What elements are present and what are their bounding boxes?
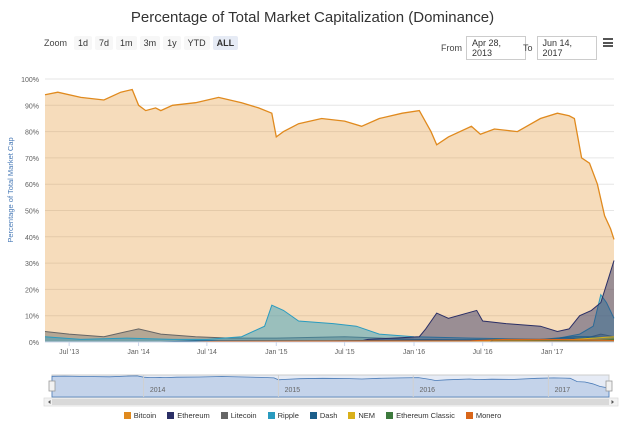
navigator-right-handle[interactable]: [605, 380, 613, 392]
series-ethereum[interactable]: [45, 260, 615, 343]
legend-item-ethereum-classic[interactable]: Ethereum Classic: [386, 411, 455, 420]
legend-label: Ethereum Classic: [396, 411, 455, 420]
legend-item-dash[interactable]: Dash: [309, 411, 338, 420]
legend-swatch: [167, 412, 175, 419]
legend-swatch: [220, 412, 228, 419]
series-areas: [44, 88, 615, 343]
navigator-left-handle[interactable]: [48, 380, 56, 392]
zoom-button-1d[interactable]: 1d: [74, 36, 93, 50]
series-line-litecoin: [44, 328, 615, 341]
legend-item-nem[interactable]: NEM: [348, 411, 375, 420]
x-axis: Jul '13 Jan '14 Jul '14 Jan '15 Jul '15 Jan '…: [45, 341, 614, 356]
page-title: Percentage of Total Market Capitalizatio…: [130, 9, 495, 26]
navigator-tick-label: 2015: [285, 387, 301, 394]
grid-lines: [45, 78, 614, 343]
y-axis-label: Percentage of Total Market Cap: [6, 137, 15, 242]
legend-swatch: [267, 412, 275, 419]
hamburger-menu-icon[interactable]: [603, 38, 613, 47]
y-tick-label: 20%: [25, 287, 39, 294]
y-tick-label: 100%: [21, 77, 39, 84]
range-from-label: From: [441, 43, 462, 53]
y-tick-label: 90%: [25, 103, 39, 110]
series-litecoin[interactable]: [44, 328, 615, 342]
series-bitcoin[interactable]: [44, 88, 615, 343]
legend-swatch: [348, 412, 356, 419]
scroll-right-icon[interactable]: [611, 400, 615, 404]
navigator-tick-label: 2016: [419, 387, 435, 394]
zoom-button-all[interactable]: ALL: [212, 36, 239, 50]
series-line-bitcoin: [44, 88, 615, 240]
legend-swatch: [123, 412, 131, 419]
zoom-button-1y[interactable]: 1y: [163, 36, 181, 50]
series-area-monero: [45, 339, 614, 342]
y-tick-label: 0%: [29, 340, 39, 347]
x-tick-label: Jan '14: [127, 349, 149, 356]
navigator[interactable]: 2014 2015 2016 2017: [43, 374, 619, 407]
x-tick-label: Jul '16: [473, 349, 493, 356]
legend-label: Ripple: [277, 411, 299, 420]
zoom-button-1m[interactable]: 1m: [116, 36, 137, 50]
series-area-ethereum: [45, 260, 614, 342]
y-tick-label: 50%: [25, 209, 39, 216]
navigator-tick-label: 2014: [150, 387, 166, 394]
y-tick-label: 40%: [25, 235, 39, 242]
series-line-ethereum: [45, 260, 615, 343]
x-tick-label: Jul '13: [59, 349, 79, 356]
range-to-input[interactable]: Jun 14, 2017: [536, 36, 597, 60]
navigator-tick-label: 2017: [555, 387, 571, 394]
legend-item-litecoin[interactable]: Litecoin: [220, 411, 257, 420]
zoom-button-7d[interactable]: 7d: [95, 36, 114, 50]
range-to-label: To: [523, 43, 533, 53]
legend-label: Ethereum: [177, 411, 210, 420]
series-line-ripple: [44, 293, 615, 340]
y-tick-label: 10%: [25, 314, 39, 321]
zoom-button-ytd[interactable]: YTD: [183, 36, 210, 50]
x-tick-label: Jul '15: [335, 349, 355, 356]
x-tick-label: Jul '14: [197, 349, 217, 356]
navigator-series: [51, 375, 610, 398]
range-from-input[interactable]: Apr 28, 2013: [466, 36, 526, 60]
y-tick-label: 70%: [25, 156, 39, 163]
y-tick-label: 60%: [25, 182, 39, 189]
zoom-bar: Zoom 1d 7d 1m 3m 1y YTD ALL: [44, 36, 239, 50]
y-tick-label: 30%: [25, 261, 39, 268]
series-area-ripple: [45, 294, 614, 342]
legend-label: Litecoin: [230, 411, 257, 420]
chart-legend: Bitcoin Ethereum Litecoin Ripple Dash NEM Ethe…: [0, 411, 625, 420]
legend-label: NEM: [358, 411, 376, 420]
legend-item-ripple[interactable]: Ripple: [267, 411, 299, 420]
range-to: To Jun 14, 2017: [523, 36, 597, 60]
x-tick-label: Jan '17: [541, 349, 563, 356]
scroll-left-icon[interactable]: [48, 400, 51, 404]
legend-item-ethereum[interactable]: Ethereum: [167, 411, 210, 420]
zoom-button-3m[interactable]: 3m: [139, 36, 161, 50]
legend-swatch: [309, 412, 317, 419]
series-area-nem: [45, 336, 614, 342]
legend-swatch: [386, 412, 394, 419]
zoom-button-group: 1d 7d 1m 3m 1y YTD ALL: [74, 36, 239, 50]
range-from: From Apr 28, 2013: [441, 36, 526, 60]
series-area-bitcoin: [45, 89, 614, 342]
scrollbar-thumb[interactable]: [52, 399, 609, 405]
legend-label: Bitcoin: [133, 411, 157, 420]
x-tick-label: Jan '16: [403, 349, 425, 356]
legend-label: Dash: [319, 411, 338, 420]
legend-item-monero[interactable]: Monero: [465, 411, 502, 420]
series-area-litecoin: [45, 328, 614, 342]
zoom-label: Zoom: [44, 38, 68, 48]
legend-item-bitcoin[interactable]: Bitcoin: [123, 411, 157, 420]
legend-label: Monero: [475, 411, 502, 420]
x-tick-label: Jan '15: [265, 349, 287, 356]
y-axis: 0% 10% 20% 30% 40% 50% 60% 70% 80% 90% 100%: [21, 77, 39, 347]
legend-swatch: [465, 412, 473, 419]
series-ripple[interactable]: [44, 293, 615, 342]
y-tick-label: 80%: [25, 130, 39, 137]
